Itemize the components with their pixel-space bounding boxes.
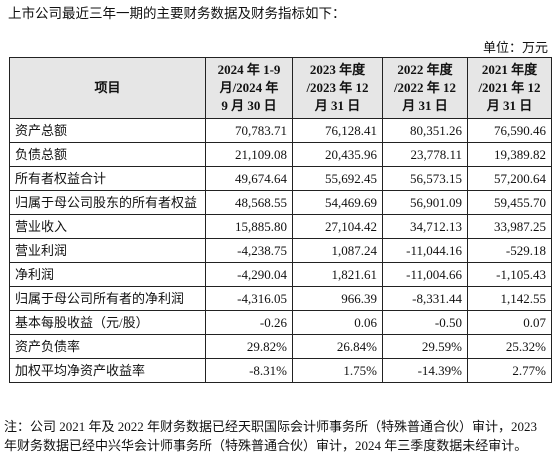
cell: -8,331.44 [382,286,468,311]
cell: 1,087.24 [292,238,383,263]
cell: -14.39% [382,358,468,383]
cell: 76,590.46 [467,118,552,143]
cell: 49,674.64 [205,166,293,191]
cell: -4,316.05 [205,286,293,311]
header-cell: 项目 [9,57,206,119]
row-label: 归属于母公司股东的所有者权益 [9,190,206,215]
table-row: 资产总额 70,783.71 76,128.41 80,351.26 76,590.46 [9,118,552,143]
cell: 33,987.25 [467,214,552,239]
cell: 1,821.61 [292,262,383,287]
cell: -11,044.16 [382,238,468,263]
cell: 56,901.09 [382,190,468,215]
cell: 57,200.64 [467,166,552,191]
cell: 25.32% [467,334,552,359]
cell: 20,435.96 [292,142,383,167]
cell: 19,389.82 [467,142,552,167]
cell: -11,004.66 [382,262,468,287]
table-row: 所有者权益合计 49,674.64 55,692.45 56,573.15 57,200… [9,166,552,191]
table-row: 净利润 -4,290.04 1,821.61 -11,004.66 -1,105.43 [9,262,552,287]
table-row: 营业利润 -4,238.75 1,087.24 -11,044.16 -529.18 [9,238,552,263]
header-cell: 2021 年度 /2021 年 12 月 31 日 [467,57,552,119]
table-row: 营业收入 15,885.80 27,104.42 34,712.13 33,987.25 [9,214,552,239]
cell: -0.50 [382,310,468,335]
cell: 29.59% [382,334,468,359]
cell: 70,783.71 [205,118,293,143]
note: 注：公司 2021 年及 2022 年财务数据已经天职国际会计师事务所（特殊普通… [4,419,538,453]
cell: 48,568.55 [205,190,293,215]
row-label: 净利润 [9,262,206,287]
cell: 76,128.41 [292,118,383,143]
cell: -8.31% [205,358,293,383]
cell: 59,455.70 [467,190,552,215]
cell: 0.07 [467,310,552,335]
cell: 29.82% [205,334,293,359]
cell: 0.06 [292,310,383,335]
header-row: 项目 2024 年 1-9 月/2024 年 9 月 30 日 2023 年度 /2… [9,57,552,119]
header-cell: 2023 年度 /2023 年 12 月 31 日 [292,57,383,119]
row-label: 营业收入 [9,214,206,239]
cell: 80,351.26 [382,118,468,143]
cell: 1,142.55 [467,286,552,311]
unit: 单位：万元 [482,40,548,55]
row-label: 负债总额 [9,142,206,167]
table-row: 归属于母公司所有者的净利润 -4,316.05 966.39 -8,331.44 1,1… [9,286,552,311]
table-row: 资产负债率 29.82% 26.84% 29.59% 25.32% [9,334,552,359]
cell: -0.26 [205,310,293,335]
cell: 27,104.42 [292,214,383,239]
cell: 2.77% [467,358,552,383]
row-label: 基本每股收益（元/股） [9,310,206,335]
row-label: 资产总额 [9,118,206,143]
cell: 26.84% [292,334,383,359]
header-cell: 2022 年度 /2022 年 12 月 31 日 [382,57,468,119]
table-row: 负债总额 21,109.08 20,435.96 23,778.11 19,389.82 [9,142,552,167]
table-row: 基本每股收益（元/股） -0.26 0.06 -0.50 0.07 [9,310,552,335]
cell: 15,885.80 [205,214,293,239]
cell: 21,109.08 [205,142,293,167]
row-label: 资产负债率 [9,334,206,359]
cell: 966.39 [292,286,383,311]
cell: -4,238.75 [205,238,293,263]
cell: -529.18 [467,238,552,263]
row-label: 归属于母公司所有者的净利润 [9,286,206,311]
table-body: 资产总额 70,783.71 76,128.41 80,351.26 76,590.46… [9,118,552,383]
table-row: 加权平均净资产收益率 -8.31% 1.75% -14.39% 2.77% [9,358,552,383]
cell: 56,573.15 [382,166,468,191]
cell: 1.75% [292,358,383,383]
cell: 54,469.69 [292,190,383,215]
row-label: 所有者权益合计 [9,166,206,191]
row-label: 营业利润 [9,238,206,263]
cell: 55,692.45 [292,166,383,191]
cell: 34,712.13 [382,214,468,239]
cell: -4,290.04 [205,262,293,287]
row-label: 加权平均净资产收益率 [9,358,206,383]
header-cell: 2024 年 1-9 月/2024 年 9 月 30 日 [205,57,293,119]
intro: 上市公司最近三年一期的主要财务数据及财务指标如下： [8,6,346,21]
cell: 23,778.11 [382,142,468,167]
table-row: 归属于母公司股东的所有者权益 48,568.55 54,469.69 56,901.0… [9,190,552,215]
cell: -1,105.43 [467,262,552,287]
financial-table: 项目 2024 年 1-9 月/2024 年 9 月 30 日 2023 年度 /2… [9,57,552,383]
